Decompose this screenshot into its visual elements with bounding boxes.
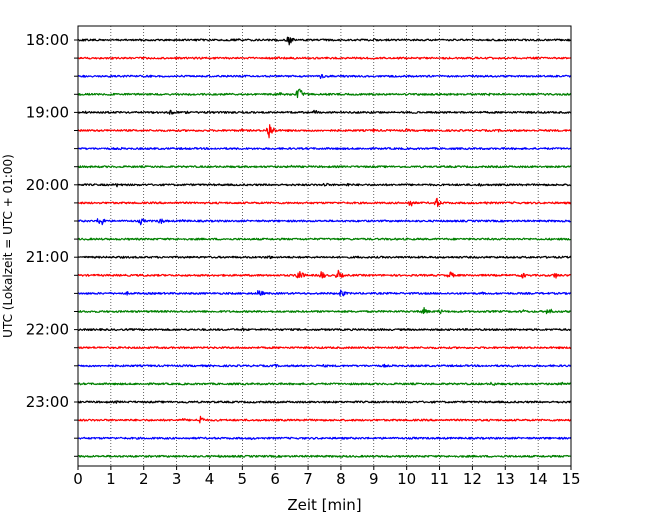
y-tick-label: 20:00 bbox=[26, 176, 69, 194]
trace-2130 bbox=[77, 289, 571, 297]
x-tick-label: 3 bbox=[172, 470, 182, 488]
x-tick-label: 0 bbox=[73, 470, 83, 488]
trace-2100 bbox=[77, 255, 572, 260]
trace-2200 bbox=[77, 327, 572, 332]
trace-2315 bbox=[77, 415, 572, 424]
trace-1930 bbox=[77, 146, 572, 151]
x-tick-label: 11 bbox=[430, 470, 449, 488]
x-tick-label: 10 bbox=[397, 470, 416, 488]
trace-2245 bbox=[77, 381, 571, 386]
trace-2330 bbox=[77, 436, 572, 441]
y-axis-ticks: 18:00 19:00 20:00 21:00 22:00 23:00 bbox=[26, 31, 78, 457]
trace-2300 bbox=[77, 400, 572, 404]
x-tick-label: 8 bbox=[336, 470, 346, 488]
vertical-grid bbox=[110, 26, 539, 466]
x-tick-label: 12 bbox=[463, 470, 482, 488]
x-axis-ticks: 0 1 2 3 4 5 6 7 8 9 10 11 12 13 14 15 bbox=[73, 466, 581, 488]
trace-2030 bbox=[77, 218, 571, 226]
trace-2215 bbox=[77, 346, 572, 350]
x-tick-label: 7 bbox=[303, 470, 313, 488]
y-tick-label: 23:00 bbox=[26, 393, 69, 411]
seismogram-traces bbox=[77, 36, 572, 459]
x-tick-label: 14 bbox=[529, 470, 548, 488]
trace-1845 bbox=[77, 88, 572, 99]
trace-2230 bbox=[77, 363, 572, 368]
trace-2145 bbox=[77, 307, 572, 315]
y-tick-label: 18:00 bbox=[26, 31, 69, 49]
trace-2045 bbox=[77, 237, 571, 241]
trace-2345 bbox=[77, 454, 572, 459]
plot-frame bbox=[77, 25, 572, 467]
trace-1800 bbox=[77, 36, 571, 46]
x-tick-label: 2 bbox=[139, 470, 149, 488]
trace-2000 bbox=[77, 182, 572, 188]
x-tick-label: 13 bbox=[496, 470, 515, 488]
y-tick-label: 22:00 bbox=[26, 321, 69, 339]
trace-1815 bbox=[77, 56, 572, 60]
y-tick-label: 19:00 bbox=[26, 103, 69, 121]
y-axis-label: UTC (Lokalzeit = UTC + 01:00) bbox=[1, 154, 15, 338]
trace-2115 bbox=[77, 269, 571, 279]
x-axis-label: Zeit [min] bbox=[287, 496, 361, 514]
trace-1945 bbox=[77, 164, 572, 169]
x-tick-label: 6 bbox=[270, 470, 280, 488]
trace-1900 bbox=[77, 109, 572, 115]
x-tick-label: 5 bbox=[238, 470, 248, 488]
x-tick-label: 15 bbox=[561, 470, 580, 488]
y-tick-label: 21:00 bbox=[26, 248, 69, 266]
trace-1830 bbox=[77, 73, 572, 80]
x-tick-label: 4 bbox=[205, 470, 215, 488]
trace-1915 bbox=[77, 124, 572, 139]
trace-2015 bbox=[77, 197, 572, 208]
x-tick-label: 1 bbox=[106, 470, 116, 488]
x-tick-label: 9 bbox=[369, 470, 379, 488]
